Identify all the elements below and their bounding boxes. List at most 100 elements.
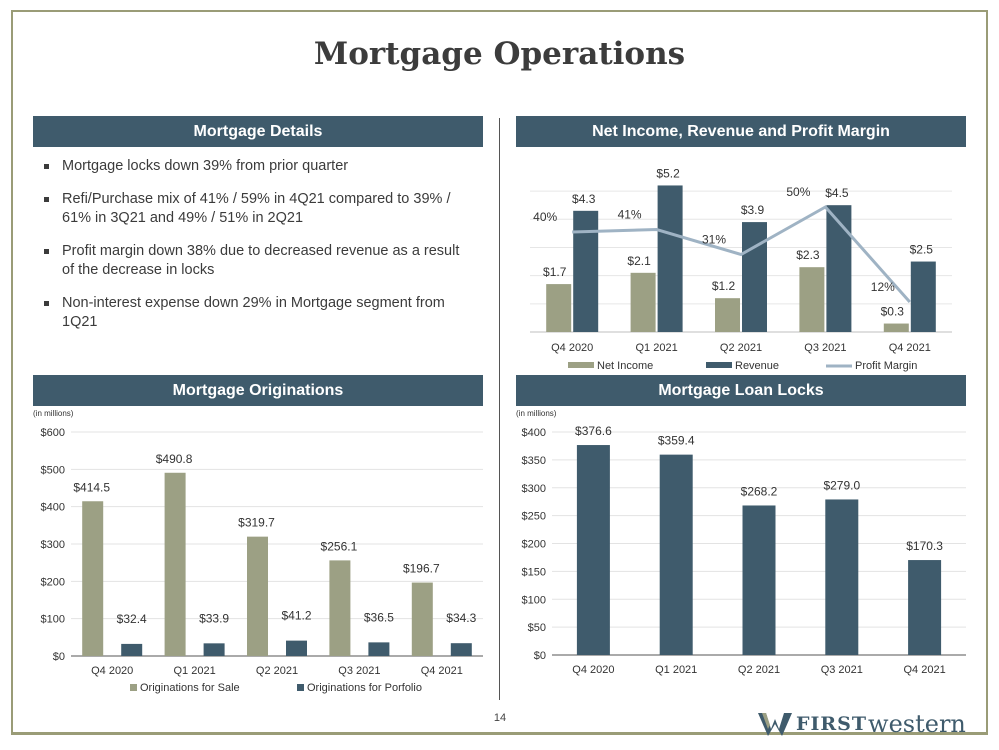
y-tick-label: $200 xyxy=(41,576,65,588)
legend-label: Originations for Sale xyxy=(140,682,240,694)
bar-primary xyxy=(164,472,186,656)
units-label: (in millions) xyxy=(33,409,74,418)
data-label: $279.0 xyxy=(823,478,860,492)
bar-revenue xyxy=(910,261,936,332)
data-label: $34.3 xyxy=(446,611,476,625)
data-label: $414.5 xyxy=(73,480,110,494)
bar-primary xyxy=(411,582,433,656)
bar-revenue xyxy=(826,205,852,332)
x-tick-label: Q4 2021 xyxy=(889,342,931,354)
page-number: 14 xyxy=(493,712,507,724)
first-western-logo: FIRST western xyxy=(758,710,966,738)
data-label: $256.1 xyxy=(321,539,358,553)
originations-chart: (in millions) $0 $100 $200 $300 $400 $500 $600 Q… xyxy=(33,409,483,694)
locks-chart-header: Mortgage Loan Locks xyxy=(516,375,966,406)
y-tick-label: $0 xyxy=(534,650,546,662)
data-label: $36.5 xyxy=(364,610,394,624)
income-chart-header: Net Income, Revenue and Profit Margin xyxy=(516,116,966,147)
data-label: $170.3 xyxy=(906,539,943,553)
data-label: $33.9 xyxy=(199,611,229,625)
bar-revenue xyxy=(742,222,767,332)
x-tick-label: Q3 2021 xyxy=(821,664,863,676)
revenue-label: $4.5 xyxy=(825,186,849,200)
legend-swatch xyxy=(706,362,732,368)
details-bullet: Refi/Purchase mix of 41% / 59% in 4Q21 c… xyxy=(40,190,470,228)
x-tick-label: Q2 2021 xyxy=(720,342,762,354)
net-income-label: $0.3 xyxy=(881,305,905,319)
bar-revenue xyxy=(573,210,599,332)
income-revenue-margin-chart: $1.7 $4.3 Q4 2020 $2.1 $5.2 Q1 2021 $1.2 $3.9 Q2… xyxy=(530,166,952,372)
revenue-label: $2.5 xyxy=(910,243,934,257)
net-income-label: $2.3 xyxy=(796,248,820,262)
x-tick-label: Q1 2021 xyxy=(635,342,677,354)
slide-frame xyxy=(11,10,988,735)
bar-secondary xyxy=(286,640,307,656)
bar-secondary xyxy=(368,642,390,656)
x-tick-label: Q4 2021 xyxy=(421,665,463,677)
y-tick-label: $300 xyxy=(522,483,546,495)
y-tick-label: $0 xyxy=(53,651,65,663)
bar-primary xyxy=(576,445,610,655)
profit-margin-label: 50% xyxy=(786,185,810,199)
x-tick-label: Q4 2020 xyxy=(572,664,614,676)
logo-word-first: FIRST xyxy=(796,713,868,735)
legend-swatch xyxy=(130,684,137,691)
net-income-label: $2.1 xyxy=(627,254,651,268)
bar-secondary xyxy=(121,643,143,656)
bar-primary xyxy=(659,454,693,655)
details-bullet-list: Mortgage locks down 39% from prior quart… xyxy=(40,157,470,346)
bar-secondary xyxy=(450,643,472,656)
x-tick-label: Q3 2021 xyxy=(338,665,380,677)
x-tick-label: Q4 2021 xyxy=(903,664,945,676)
y-tick-label: $150 xyxy=(522,566,546,578)
data-label: $41.2 xyxy=(281,609,311,623)
x-tick-label: Q2 2021 xyxy=(256,665,298,677)
bar-primary xyxy=(825,499,859,655)
legend-swatch xyxy=(297,684,304,691)
legend-label: Originations for Porfolio xyxy=(307,682,422,694)
data-label: $268.2 xyxy=(741,484,778,498)
legend-label: Profit Margin xyxy=(855,360,917,372)
details-bullet: Non-interest expense down 29% in Mortgag… xyxy=(40,294,470,332)
y-tick-label: $400 xyxy=(522,427,546,439)
y-tick-label: $50 xyxy=(528,622,546,634)
units-label: (in millions) xyxy=(516,409,557,418)
revenue-label: $5.2 xyxy=(656,166,680,180)
bar-net-income xyxy=(799,267,825,332)
bar-revenue xyxy=(657,185,683,332)
details-bullet: Profit margin down 38% due to decreased … xyxy=(40,242,470,280)
legend-swatch xyxy=(568,362,594,368)
legend-label: Revenue xyxy=(735,360,779,372)
page-title: Mortgage Operations xyxy=(313,36,686,72)
net-income-label: $1.7 xyxy=(543,265,567,279)
y-tick-label: $500 xyxy=(41,464,65,476)
y-tick-label: $200 xyxy=(522,539,546,551)
profit-margin-label: 12% xyxy=(871,280,895,294)
profit-margin-line xyxy=(572,205,911,303)
data-label: $32.4 xyxy=(117,612,147,626)
bar-net-income xyxy=(715,298,740,332)
legend-label: Net Income xyxy=(597,360,653,372)
bar-net-income xyxy=(630,272,656,332)
y-tick-label: $400 xyxy=(41,502,65,514)
x-tick-label: Q1 2021 xyxy=(173,665,215,677)
loan-locks-chart: (in millions) $0 $50 $100 $150 $200 $250 $300 $3… xyxy=(516,409,966,676)
originations-chart-header: Mortgage Originations xyxy=(33,375,483,406)
y-tick-label: $100 xyxy=(41,614,65,626)
y-tick-label: $250 xyxy=(522,511,546,523)
revenue-label: $4.3 xyxy=(572,192,596,206)
y-tick-label: $300 xyxy=(41,539,65,551)
x-tick-label: Q3 2021 xyxy=(804,342,846,354)
y-tick-label: $350 xyxy=(522,455,546,467)
bar-primary xyxy=(908,560,942,655)
data-label: $490.8 xyxy=(156,452,193,466)
details-bullet: Mortgage locks down 39% from prior quart… xyxy=(40,157,470,176)
data-label: $196.7 xyxy=(403,562,440,576)
data-label: $359.4 xyxy=(658,434,695,448)
profit-margin-label: 40% xyxy=(533,210,557,224)
logo-w-icon xyxy=(758,713,792,736)
bar-primary xyxy=(742,505,776,655)
net-income-label: $1.2 xyxy=(712,279,736,293)
y-tick-label: $600 xyxy=(41,427,65,439)
x-tick-label: Q2 2021 xyxy=(738,664,780,676)
